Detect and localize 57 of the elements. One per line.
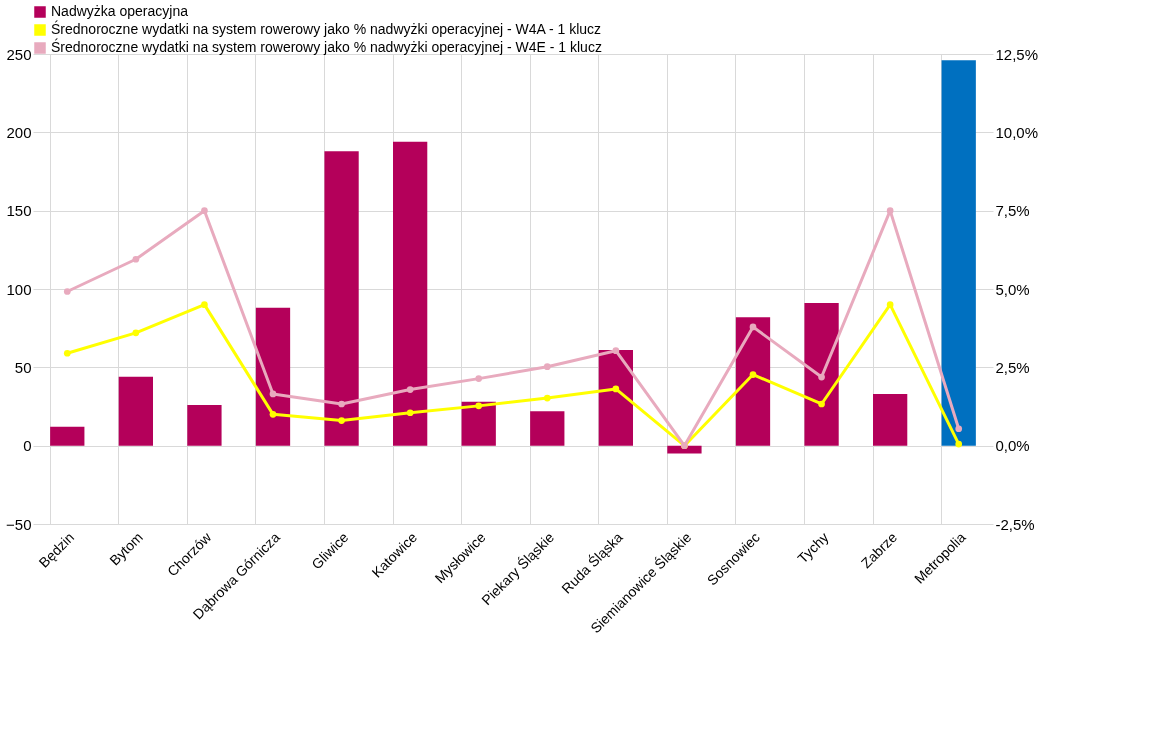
point <box>132 329 140 337</box>
bar <box>255 307 291 446</box>
bar <box>667 445 702 454</box>
bar <box>804 303 839 446</box>
point <box>406 409 414 417</box>
point <box>475 375 483 382</box>
point <box>201 207 208 215</box>
point <box>818 400 825 408</box>
point <box>338 400 345 408</box>
point <box>132 255 140 263</box>
y-tick-label: 100 <box>6 280 32 298</box>
point <box>612 347 620 355</box>
legend-label: Nadwyżka operacyjna <box>51 3 189 19</box>
y-tick-label: 150 <box>6 202 32 220</box>
point <box>201 301 208 309</box>
bar <box>461 401 496 446</box>
bar <box>393 141 428 446</box>
y2-tick-label: 2,5% <box>995 358 1030 376</box>
point <box>955 425 963 433</box>
bar <box>873 393 908 446</box>
y2-tick-label: 10,0% <box>995 123 1039 141</box>
point <box>63 349 71 357</box>
y-tick-label: 50 <box>14 358 32 376</box>
bar <box>187 404 222 446</box>
point <box>543 394 551 402</box>
bar <box>50 426 85 446</box>
bar <box>941 60 976 446</box>
bar <box>530 411 565 446</box>
bar <box>598 350 633 446</box>
point <box>475 402 483 410</box>
y-tick-label: −50 <box>6 515 32 533</box>
y2-tick-label: -2,5% <box>995 515 1035 533</box>
legend-label: Średnoroczne wydatki na system rowerowy jako % nadwyżki operacyjnej - W4A - 1 klucz <box>51 20 602 37</box>
point <box>955 440 963 448</box>
point <box>749 371 757 378</box>
point <box>818 373 825 381</box>
y2-tick-label: 5,0% <box>995 280 1030 298</box>
point <box>886 207 894 215</box>
legend-label: Średnoroczne wydatki na system rowerowy jako % nadwyżki operacyjnej - W4E - 1 klucz <box>51 38 602 55</box>
y2-tick-label: 7,5% <box>995 202 1030 220</box>
point <box>406 386 414 393</box>
bar <box>118 376 153 446</box>
y-tick-label: 200 <box>6 123 32 141</box>
point <box>338 417 345 424</box>
y-tick-label: 250 <box>6 45 32 63</box>
bar <box>324 151 359 446</box>
point <box>63 288 71 295</box>
point <box>269 410 277 418</box>
bar <box>735 317 771 446</box>
y-tick-label: 0 <box>23 437 32 455</box>
point <box>269 390 277 398</box>
y2-tick-label: 0,0% <box>995 437 1030 455</box>
point <box>543 363 551 371</box>
y2-tick-label: 12,5% <box>995 45 1039 63</box>
point <box>749 323 757 331</box>
point <box>886 301 894 309</box>
point <box>612 385 620 393</box>
